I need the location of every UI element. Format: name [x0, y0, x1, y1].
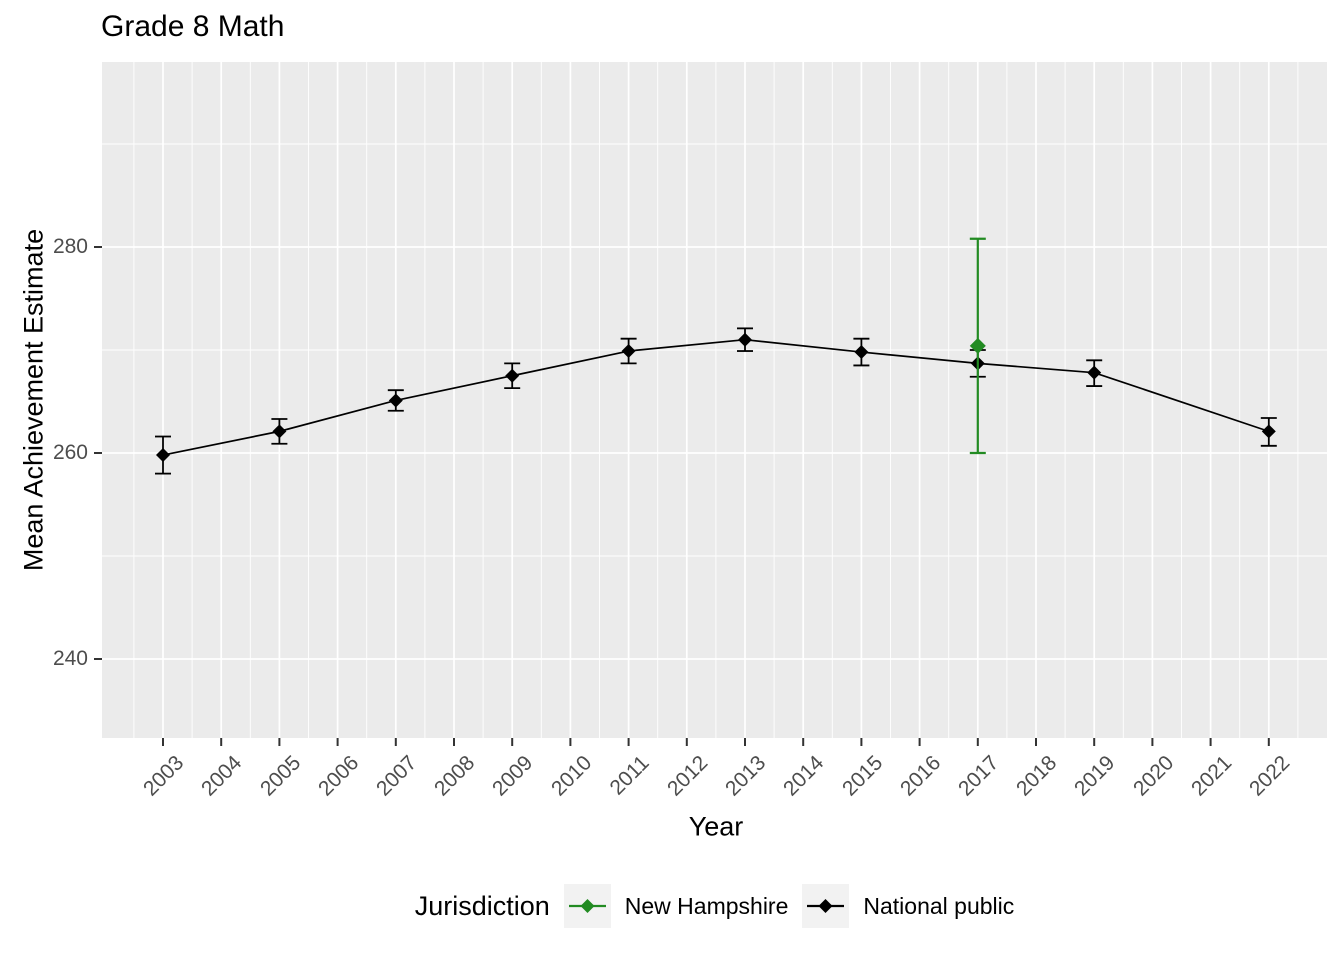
- legend-glyph-line-diamond-icon: [568, 899, 606, 913]
- legend-item-new-hampshire: New Hampshire: [563, 884, 789, 928]
- legend-item-national-public: National public: [802, 884, 1014, 928]
- series-national-public-data-point-diamond: [388, 393, 403, 408]
- legend-key-national-public: [802, 884, 850, 928]
- legend-label-national-public: National public: [863, 892, 1015, 919]
- y-tick-label: 240: [52, 647, 88, 670]
- legend-label-new-hampshire: New Hampshire: [624, 892, 789, 919]
- series-national-public-data-point-diamond: [505, 368, 520, 383]
- series-national-public-data-point-diamond: [156, 448, 170, 463]
- legend-title: Jurisdiction: [414, 890, 550, 921]
- series-national-public-data-point-diamond: [1087, 365, 1102, 380]
- legend-key-new-hampshire: [563, 884, 611, 928]
- plot-title: Grade 8 Math: [101, 10, 285, 43]
- y-tick-label: 260: [52, 441, 88, 464]
- legend-glyph-line-diamond-icon: [807, 899, 845, 913]
- panel-background: [102, 62, 1327, 738]
- y-tick-label: 280: [52, 235, 88, 258]
- series-new-hampshire-data-point-diamond: [969, 337, 986, 354]
- series-national-public-data-point-diamond: [738, 332, 752, 347]
- series-national-public-data-point-diamond: [621, 344, 636, 359]
- series-national-public-data-point-diamond: [1261, 424, 1276, 439]
- legend: Jurisdiction New Hampshire National publ…: [102, 884, 1327, 928]
- series-national-public-data-point-diamond: [272, 424, 287, 439]
- series-national-public-line: [162, 338, 1270, 456]
- y-axis-title: Mean Achievement Estimate: [18, 228, 49, 572]
- series-national-public-data-point-diamond: [854, 345, 869, 360]
- x-axis-title: Year: [688, 811, 744, 842]
